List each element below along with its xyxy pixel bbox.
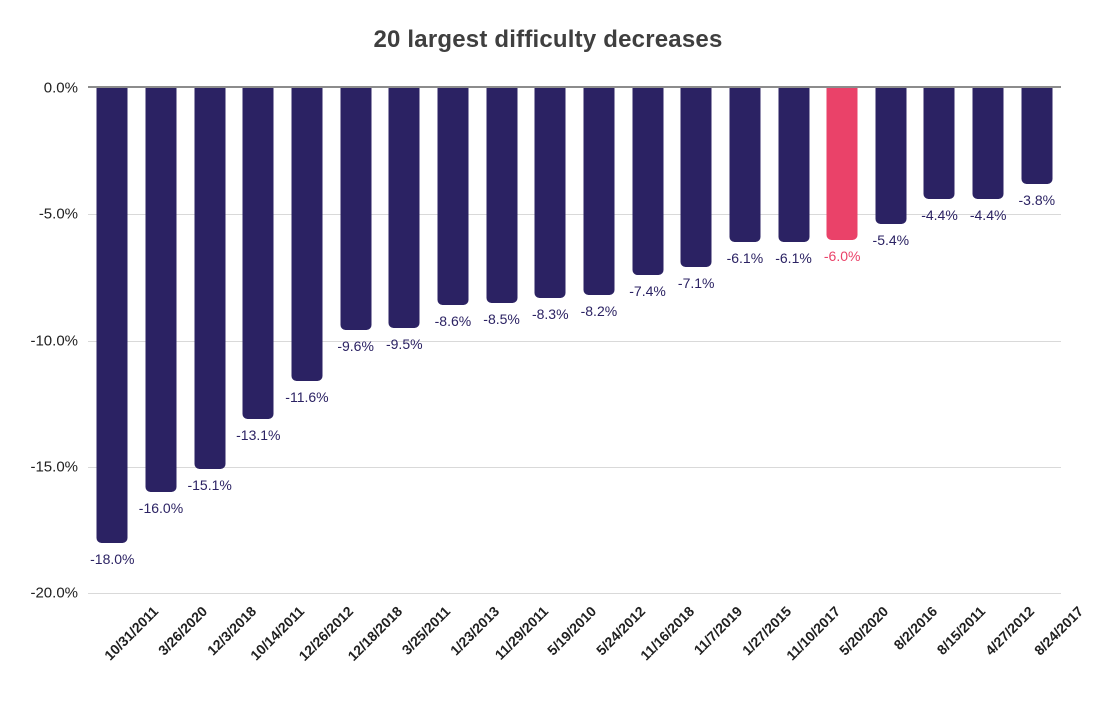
bar-column: -5.4% 8/2/2016	[867, 88, 940, 653]
y-axis-label: -20.0%	[30, 584, 78, 602]
bar-column: -3.8% 8/24/2017	[1012, 88, 1086, 658]
bar-column: -7.1% 11/7/2019	[672, 88, 746, 658]
bar	[486, 88, 518, 303]
bar	[875, 88, 907, 225]
bar	[96, 88, 128, 543]
bar-value-label: -6.0%	[823, 247, 861, 264]
bar	[534, 88, 566, 298]
bar-column: -6.1% 1/27/2015	[721, 88, 794, 658]
bar-value-label: -7.1%	[677, 275, 715, 292]
bar-column: -6.0% 5/20/2020	[818, 88, 891, 658]
y-axis-label: -10.0%	[30, 332, 78, 349]
bar	[680, 88, 712, 268]
bar-value-label: -5.4%	[872, 232, 910, 249]
bar-column: -8.5% 11/29/2011	[477, 88, 551, 663]
bar-column: -15.1% 12/3/2018	[185, 88, 259, 658]
y-axis-label: 0.0%	[43, 79, 78, 97]
bar	[437, 88, 469, 306]
bar	[340, 88, 372, 331]
y-axis-label: -5.0%	[38, 205, 78, 223]
bar-column: -8.2% 5/24/2012	[575, 88, 648, 658]
bar-value-label: -13.1%	[236, 426, 281, 443]
bar-value-label: -8.2%	[580, 303, 618, 320]
bar-value-label: -8.3%	[531, 305, 569, 322]
x-axis-label: 8/24/2017	[1030, 603, 1087, 659]
bar-column: -6.1% 11/10/2017	[769, 88, 843, 663]
bar-column: -8.6% 1/23/2013	[429, 88, 502, 658]
y-axis: 0.0% -5.0% -10.0% -15.0% -20.0%	[0, 80, 78, 602]
bar-value-label: -7.4%	[629, 282, 666, 299]
bar-value-label: -18.0%	[90, 550, 135, 567]
bar	[632, 88, 664, 275]
chart-title: 20 largest difficulty decreases	[373, 26, 723, 53]
bar-value-label: -11.6%	[285, 388, 329, 405]
bar-value-label: -9.6%	[337, 338, 374, 355]
zero-line	[88, 86, 1061, 88]
bar-highlighted	[826, 88, 858, 240]
bars-row: -18.0% 10/31/2011 -16.0% 3/26/2020 -15.1% 12/…	[88, 88, 1086, 664]
bar	[242, 88, 274, 419]
bar-column: -4.4% 8/15/2011	[915, 88, 989, 658]
gridline	[88, 593, 1061, 594]
bar-value-label: -16.0%	[138, 500, 184, 516]
bar	[145, 88, 177, 492]
bar-value-label: -15.1%	[187, 477, 232, 494]
bar-column: -11.6% 12/26/2012	[283, 88, 356, 664]
bar	[291, 88, 323, 381]
y-axis-label: -15.0%	[30, 458, 78, 476]
plot-area: -18.0% 10/31/2011 -16.0% 3/26/2020 -15.1% 12/…	[88, 86, 1086, 664]
bar-value-label: -8.6%	[434, 313, 472, 330]
bar	[583, 88, 615, 296]
bar-value-label: -6.1%	[775, 250, 812, 267]
bar	[1021, 88, 1053, 184]
bar	[194, 88, 226, 470]
bar	[388, 88, 420, 328]
bar-value-label: -8.5%	[483, 310, 520, 327]
bar-value-label: -3.8%	[1018, 191, 1056, 208]
bar	[778, 88, 810, 243]
bar-value-label: -4.4%	[969, 207, 1007, 224]
gridline	[88, 214, 1061, 216]
bar-column: -16.0% 3/26/2020	[137, 88, 210, 658]
bar-column: -13.1% 10/14/2011	[234, 88, 308, 663]
bar	[729, 88, 761, 243]
bar	[923, 88, 955, 200]
bar-column: -18.0% 10/31/2011	[88, 88, 162, 663]
bar-column: -8.3% 5/19/2010	[526, 88, 600, 658]
bar-column: -4.4% 4/27/2012	[964, 88, 1037, 658]
bar-value-label: -9.5%	[385, 335, 423, 352]
bar-column: -7.4% 11/16/2018	[623, 88, 697, 663]
bar-value-label: -6.1%	[726, 250, 764, 267]
bar	[972, 88, 1004, 200]
gridline	[88, 340, 1061, 342]
bar-value-label: -4.4%	[921, 207, 958, 224]
gridline	[88, 466, 1061, 468]
bar-column: -9.6% 12/18/2018	[331, 88, 405, 664]
bar-column: -9.5% 3/25/2011	[380, 88, 454, 658]
